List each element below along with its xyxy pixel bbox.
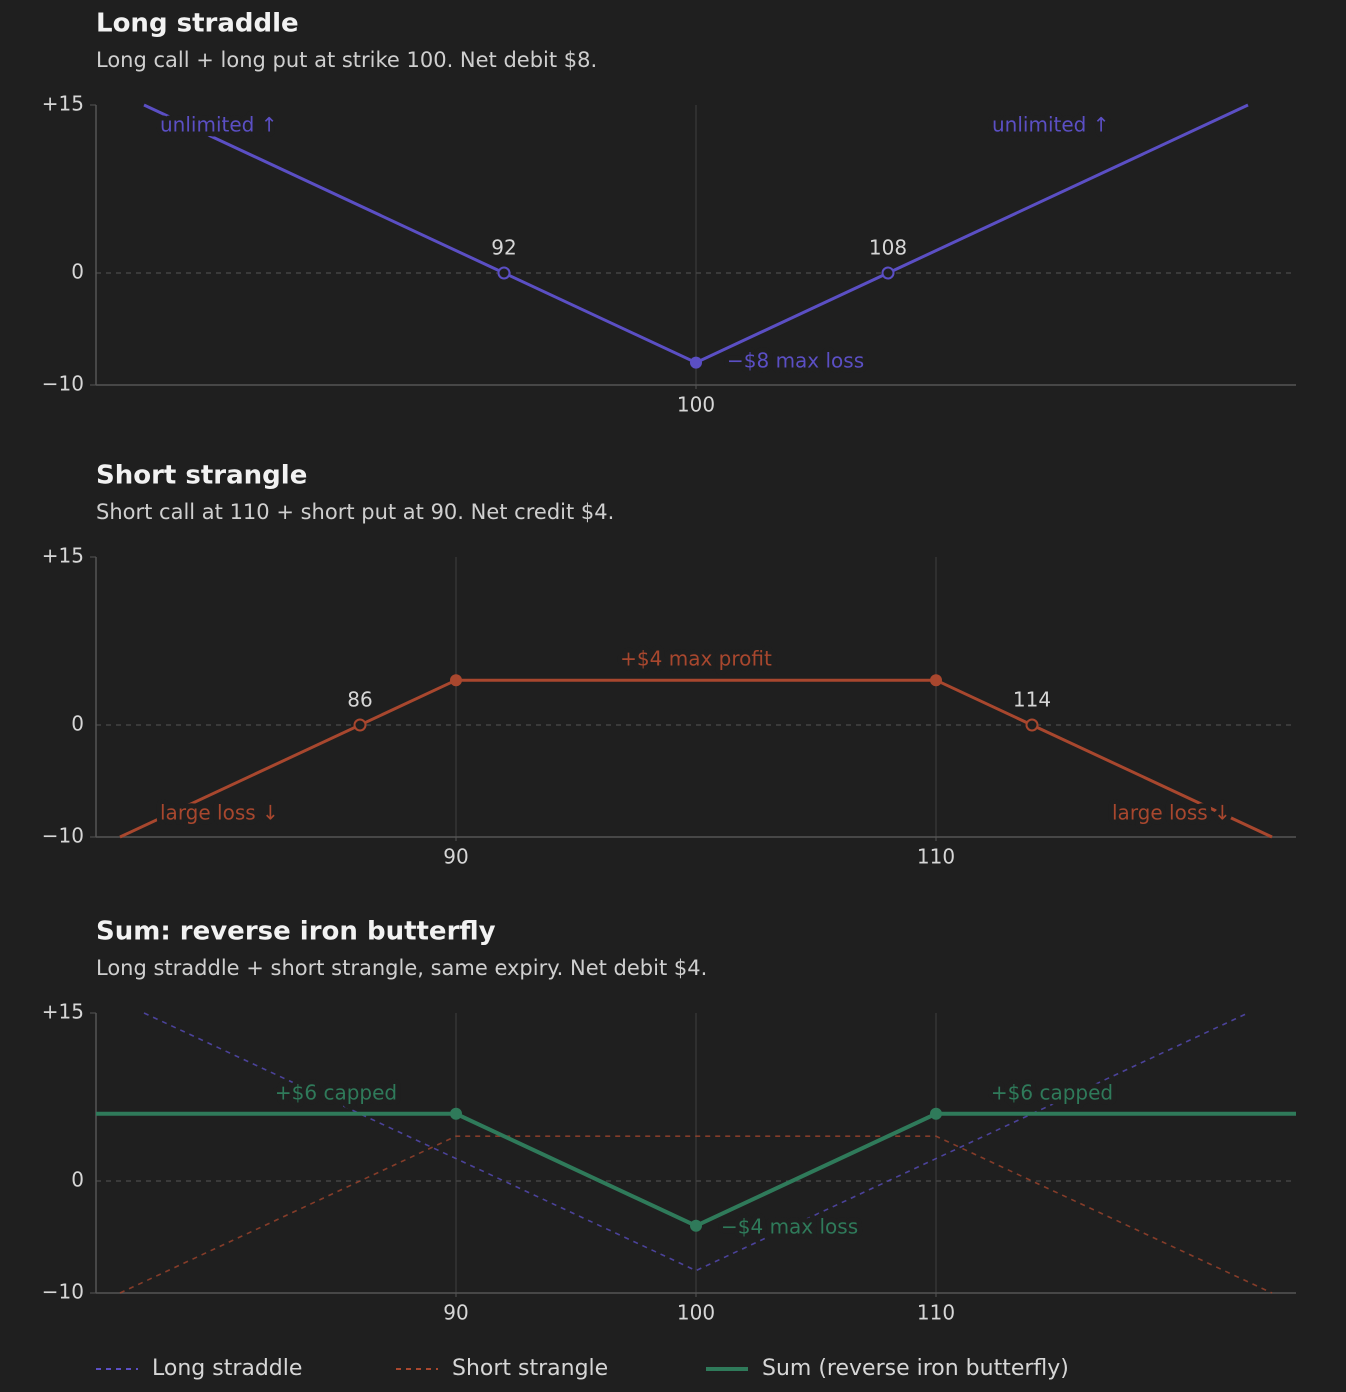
y-tick-label: −10 xyxy=(42,824,84,848)
annotation: unlimited ↑ xyxy=(160,113,277,137)
vertex-point xyxy=(930,1107,942,1120)
y-tick-label: +15 xyxy=(42,1000,84,1024)
annotation: +$6 capped xyxy=(275,1081,397,1105)
series-line xyxy=(143,1012,1249,1272)
annotation: +$4 max profit xyxy=(620,647,772,671)
chart-subtitle: Long call + long put at strike 100. Net … xyxy=(96,48,597,72)
annotation: unlimited ↑ xyxy=(992,113,1109,137)
y-tick-label: +15 xyxy=(42,92,84,116)
y-tick-label: +15 xyxy=(42,544,84,568)
breakeven-point xyxy=(497,266,511,280)
breakeven-point xyxy=(881,266,895,280)
annotation: +$6 capped xyxy=(991,1081,1113,1105)
y-tick-label: 0 xyxy=(71,1168,84,1192)
legend-label: Short strangle xyxy=(452,1356,608,1381)
vertex-point xyxy=(690,1219,702,1232)
breakeven-label: 108 xyxy=(869,236,907,260)
chart-subtitle: Long straddle + short strangle, same exp… xyxy=(96,956,707,980)
x-tick-label: 90 xyxy=(443,845,468,869)
breakeven-point xyxy=(1025,718,1039,732)
chart-title: Sum: reverse iron butterfly xyxy=(96,917,496,947)
annotation: −$8 max loss xyxy=(727,349,864,373)
annotation: large loss ↓ xyxy=(160,801,279,825)
x-tick-label: 100 xyxy=(677,393,715,417)
vertex-point xyxy=(930,674,942,687)
vertex-point xyxy=(450,674,462,687)
y-tick-label: −10 xyxy=(42,372,84,396)
x-tick-label: 110 xyxy=(917,1301,955,1325)
breakeven-point xyxy=(353,718,367,732)
breakeven-label: 114 xyxy=(1013,688,1051,712)
legend-label: Long straddle xyxy=(152,1356,302,1381)
y-tick-label: 0 xyxy=(71,712,84,736)
chart-title: Long straddle xyxy=(96,9,299,39)
x-tick-label: 100 xyxy=(677,1301,715,1325)
annotation: −$4 max loss xyxy=(721,1215,858,1239)
chart-subtitle: Short call at 110 + short put at 90. Net… xyxy=(96,500,614,524)
series-line xyxy=(119,678,1273,839)
y-tick-label: −10 xyxy=(42,1280,84,1304)
x-tick-label: 110 xyxy=(917,845,955,869)
annotation: large loss ↓ xyxy=(1112,801,1231,825)
chart-title: Short strangle xyxy=(96,461,307,491)
y-tick-label: 0 xyxy=(71,260,84,284)
x-tick-label: 90 xyxy=(443,1301,468,1325)
series-line xyxy=(119,1135,1273,1294)
vertex-point xyxy=(450,1107,462,1120)
vertex-point xyxy=(690,356,702,369)
legend-label: Sum (reverse iron butterfly) xyxy=(762,1356,1069,1381)
breakeven-label: 92 xyxy=(491,236,516,260)
breakeven-label: 86 xyxy=(347,688,372,712)
